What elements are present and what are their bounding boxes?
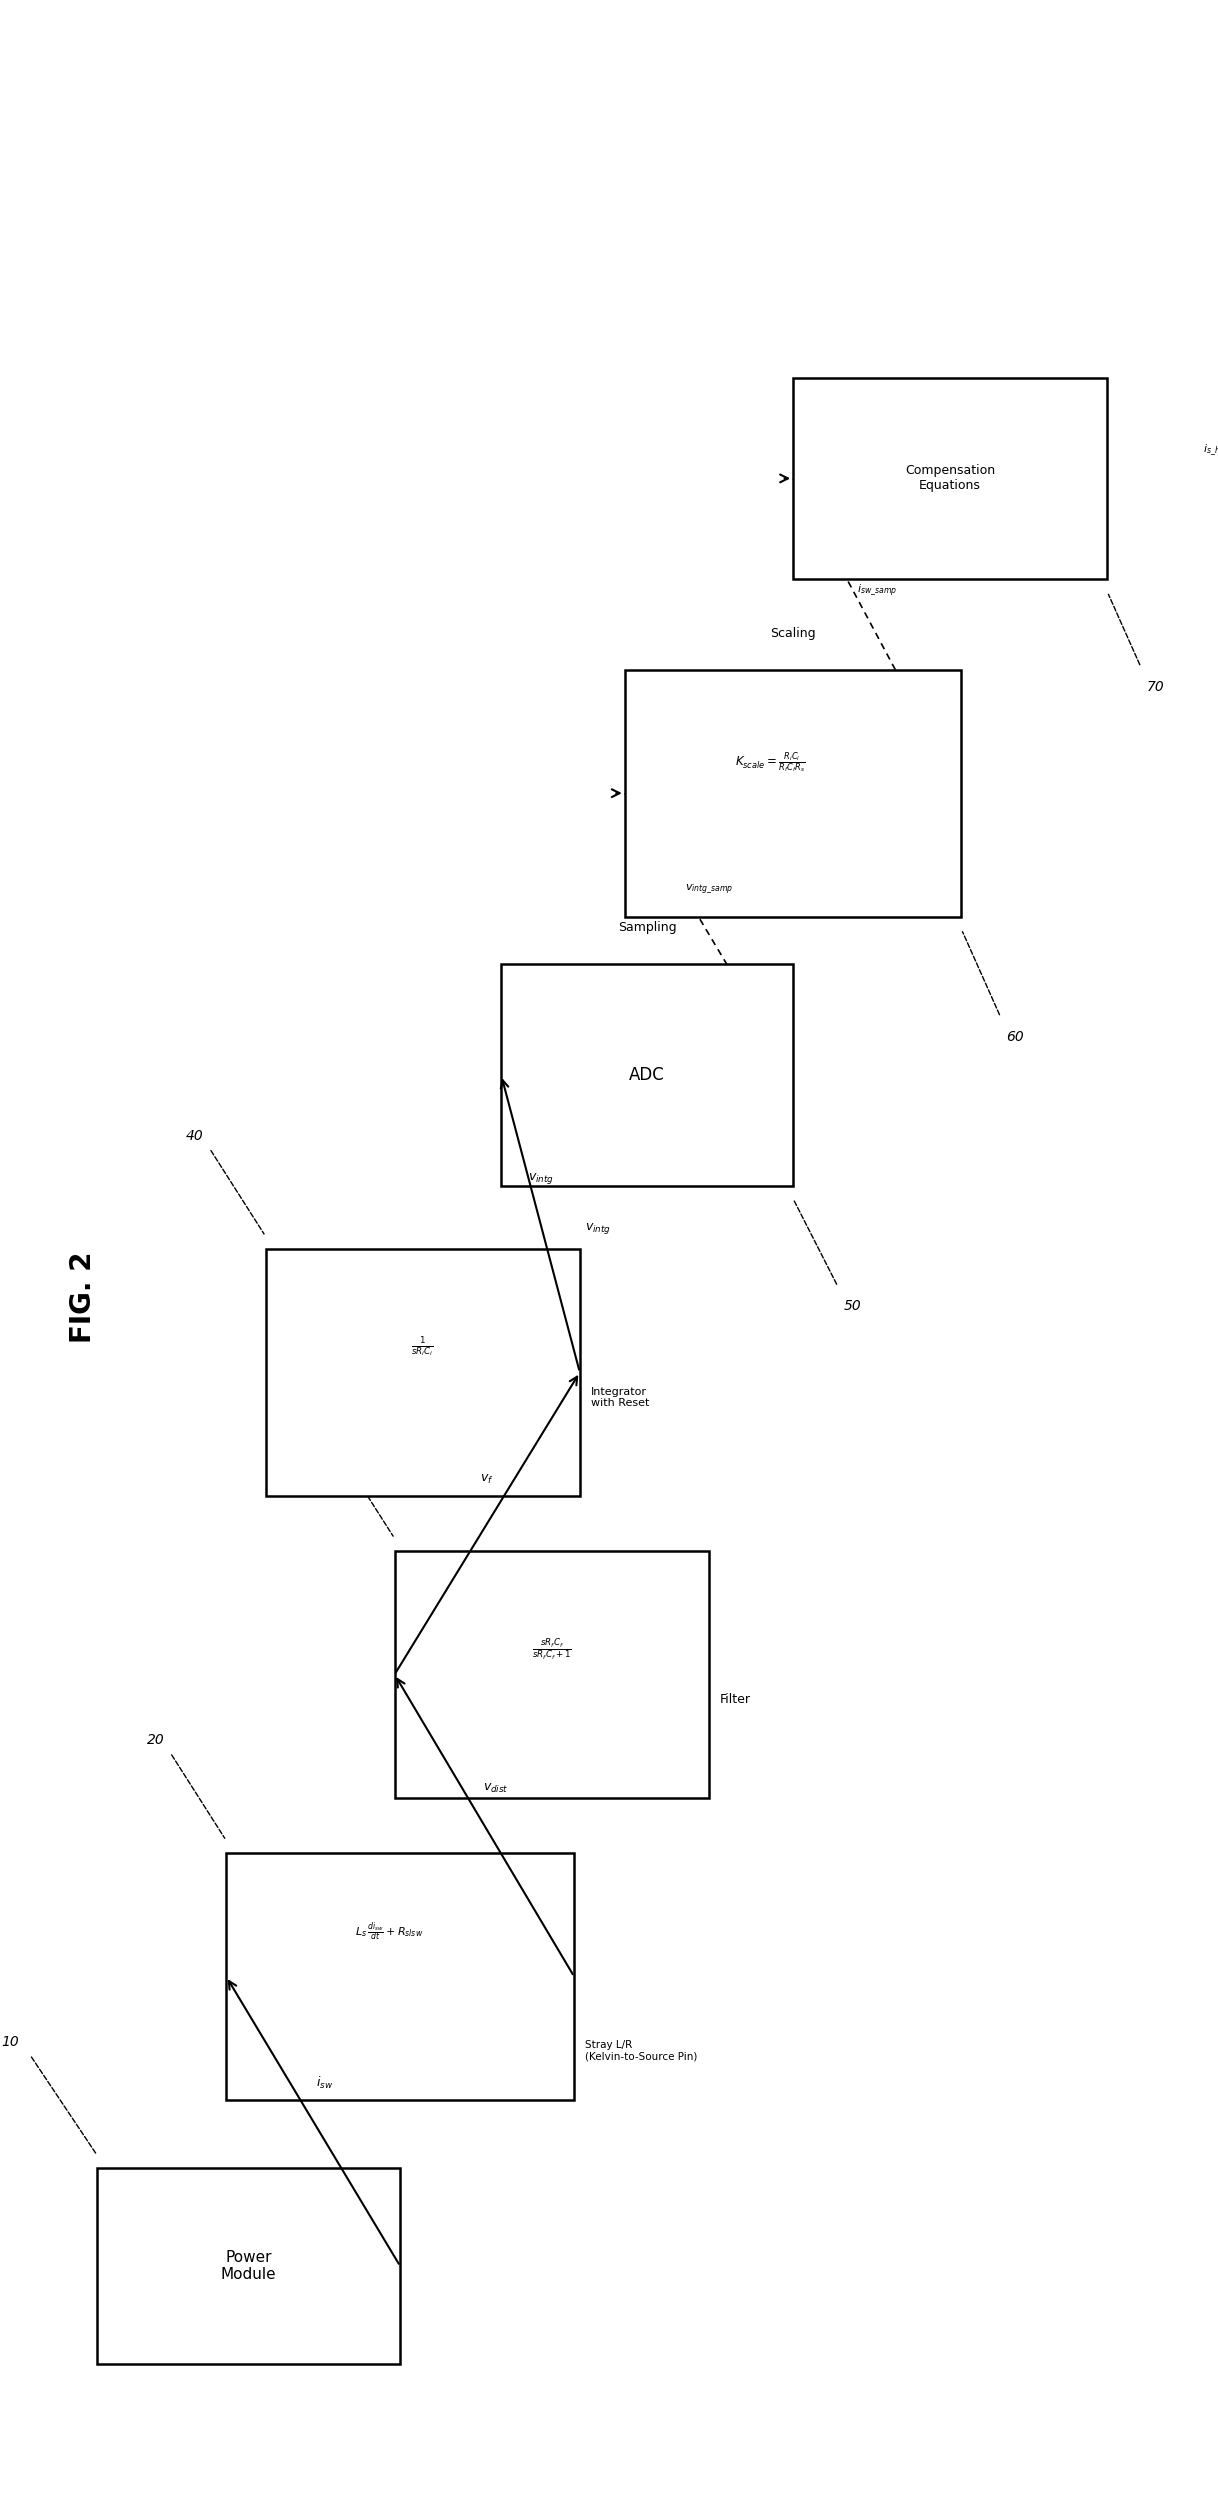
Text: $v_{intg}$: $v_{intg}$ [586, 1221, 611, 1236]
Text: 20: 20 [147, 1732, 164, 1747]
Text: $\frac{sR_fC_f}{sR_fC_f + 1}$: $\frac{sR_fC_f}{sR_fC_f + 1}$ [532, 1637, 571, 1662]
Text: $K_{scale} = \frac{R_iC_i}{R_fC_fR_s}$: $K_{scale} = \frac{R_iC_i}{R_fC_fR_s}$ [736, 750, 806, 776]
Text: Integrator
with Reset: Integrator with Reset [591, 1387, 649, 1408]
Text: Scaling: Scaling [770, 627, 816, 640]
Text: Sampling: Sampling [618, 922, 676, 934]
Text: $i_{sw}$: $i_{sw}$ [315, 2075, 333, 2090]
Text: 50: 50 [844, 1299, 861, 1314]
Text: Compensation
Equations: Compensation Equations [905, 463, 995, 494]
Text: ADC: ADC [630, 1065, 665, 1085]
Text: 40: 40 [186, 1128, 203, 1143]
Text: $\frac{1}{sR_iC_i}$: $\frac{1}{sR_iC_i}$ [412, 1335, 434, 1360]
FancyBboxPatch shape [266, 1249, 580, 1496]
Text: $L_s\,\frac{di_{sw}}{dt} + R_{slsw}$: $L_s\,\frac{di_{sw}}{dt} + R_{slsw}$ [354, 1919, 423, 1944]
Text: $v_{intg}$: $v_{intg}$ [527, 1171, 553, 1186]
FancyBboxPatch shape [97, 2168, 401, 2364]
FancyBboxPatch shape [227, 1853, 574, 2100]
Text: FIG. 2: FIG. 2 [69, 1251, 97, 1342]
Text: Power
Module: Power Module [220, 2251, 276, 2281]
FancyBboxPatch shape [395, 1551, 709, 1798]
Text: $v_{dist}$: $v_{dist}$ [482, 1783, 508, 1795]
FancyBboxPatch shape [793, 378, 1107, 579]
Text: $i_{s\_hat}$: $i_{s\_hat}$ [1202, 443, 1218, 458]
Text: Filter: Filter [720, 1692, 752, 1707]
Text: 70: 70 [1146, 680, 1164, 695]
Text: $i_{sw\_samp}$: $i_{sw\_samp}$ [857, 582, 898, 597]
Text: Stray L/R
(Kelvin-to-Source Pin): Stray L/R (Kelvin-to-Source Pin) [586, 2040, 698, 2062]
Text: 60: 60 [1006, 1030, 1024, 1045]
Text: 30: 30 [315, 1430, 333, 1445]
Text: 10: 10 [1, 2035, 18, 2050]
FancyBboxPatch shape [502, 964, 793, 1186]
FancyBboxPatch shape [625, 670, 961, 917]
Text: $v_{intg\_samp}$: $v_{intg\_samp}$ [685, 884, 733, 896]
Text: $v_f$: $v_f$ [480, 1473, 495, 1486]
